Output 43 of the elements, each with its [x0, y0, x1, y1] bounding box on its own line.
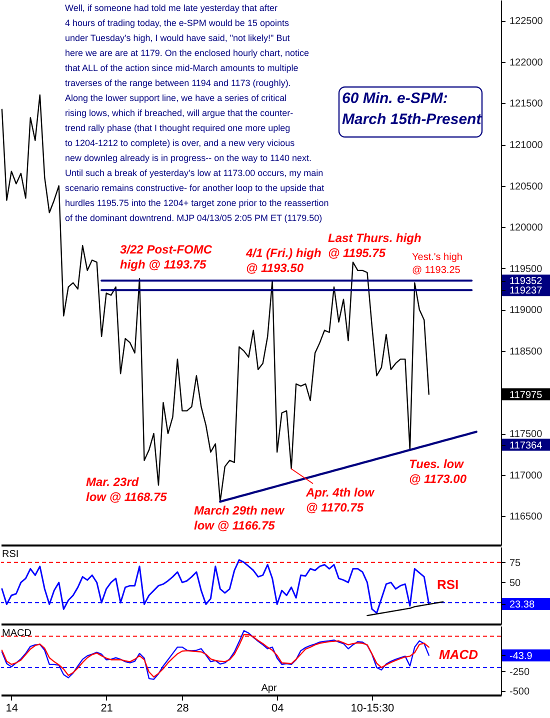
- series-label: MACD: [439, 647, 479, 662]
- annotation: March 29th new low @ 1166.75: [194, 504, 285, 533]
- annotation: Mar. 23rd low @ 1168.75: [86, 475, 168, 504]
- x-tick-label: 10-15:30: [350, 702, 394, 714]
- x-tick-label: 04: [271, 702, 284, 714]
- y-tick-label: -43.9: [510, 650, 533, 662]
- annotation: Yest.'s high @ 1193.25: [412, 252, 462, 276]
- y-tick-label: 117500: [510, 429, 543, 440]
- y-tick-label: 119237: [510, 286, 543, 297]
- y-tick-label: 119500: [510, 264, 543, 275]
- line-series: [366, 601, 444, 616]
- y-tick-label: 117000: [510, 470, 543, 482]
- chart-title: MACD: [2, 628, 32, 639]
- x-tick-label: 14: [6, 702, 18, 714]
- y-tick-label: 117364: [510, 440, 543, 452]
- y-tick-label: -250: [510, 666, 530, 678]
- annotation: Apr. 4th low @ 1170.75: [305, 486, 375, 515]
- x-tick-label: 28: [176, 702, 189, 714]
- line-series: [219, 430, 478, 503]
- annotation: 3/22 Post-FOMC high @ 1193.75: [120, 242, 212, 272]
- text: 60 Min. e-SPM: March 15th-Present: [342, 90, 482, 128]
- y-tick-label: 120500: [510, 181, 544, 192]
- annotation: Apr: [261, 683, 278, 694]
- y-tick-label: -500: [510, 686, 530, 698]
- series-label: RSI: [437, 577, 459, 592]
- y-tick-label: 119000: [510, 305, 543, 316]
- y-tick-label: 121500: [510, 98, 544, 110]
- y-tick-label: 122000: [510, 57, 544, 68]
- y-tick-label: 122500: [510, 16, 544, 28]
- y-tick-label: 116500: [510, 512, 543, 523]
- y-tick-label: 117975: [510, 390, 543, 401]
- y-tick-label: 75: [510, 558, 522, 569]
- y-tick-label: 23.38: [510, 599, 535, 610]
- y-tick-label: 118500: [510, 346, 543, 358]
- x-tick-label: 21: [100, 702, 113, 714]
- y-tick-label: 121000: [510, 140, 544, 152]
- y-tick-label: 119352: [510, 276, 543, 288]
- annotation: 4/1 (Fri.) high @ 1193.50: [245, 246, 322, 275]
- annotation: Tues. low @ 1173.00: [409, 457, 467, 486]
- y-tick-label: 50: [510, 578, 522, 589]
- chart-title: RSI: [2, 549, 19, 560]
- text: Well, if someone had told me late yesterday that after 4 hours of trading today, the e-SPM would be 15 opoints under Tuesday's high, I would have said, "not likely!" But here we are are at 1179. On the enclosed hourly chart, notice that ALL of the action since mid-March amounts to multiple traverses of the range between 1194 and 1173 (roughly). Along the lower support line, we have a series of critical rising lows, which if breached, will argue that the counter- trend rally phase (that I thought required one more upleg to 1204-1212 to complete) is over, and a new very vicious new downleg already is in progress-- on the way to 1140 next. Until such a break of yesterday's low at 1173.00 occurs, my main scenario remains constructive- for another loop to the upside that hurdles 1195.75 into the 1204+ target zone prior to the reassertion of the dominant downtrend. MJP 04/13/05 2:05 PM ET (1179.50): [65, 3, 329, 223]
- y-tick-label: 120000: [510, 222, 544, 234]
